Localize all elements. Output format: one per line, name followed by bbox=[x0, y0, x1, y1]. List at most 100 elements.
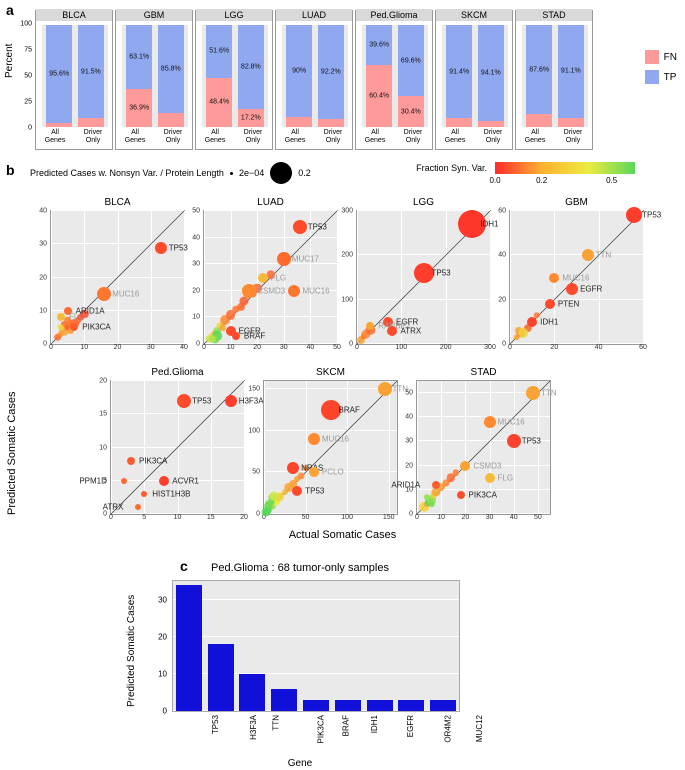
section-a-stacked-bars: Percent 0255075100 BLCA4.4%95.6%8.5%91.5… bbox=[0, 0, 685, 155]
size-legend-max: 0.2 bbox=[298, 168, 311, 178]
point-FLG bbox=[258, 273, 268, 283]
point-ARID1A bbox=[432, 481, 440, 489]
bar-IDH1 bbox=[335, 700, 361, 711]
scatter-GBM: GBM02040600204060TP53TTNMUC16EGFRPTENIDH… bbox=[509, 210, 644, 345]
xlabel-BRAF: BRAF bbox=[341, 715, 350, 736]
ylabel-a: Percent bbox=[4, 44, 15, 78]
label-CSMD3: CSMD3 bbox=[257, 286, 285, 295]
point-MUC16 bbox=[97, 287, 111, 301]
label-EGFR: EGFR bbox=[580, 284, 602, 293]
point-RANBP2 bbox=[366, 322, 374, 330]
xlabel-PIK3CA: PIK3CA bbox=[316, 715, 325, 743]
label-FLG: FLG bbox=[69, 313, 85, 322]
size-legend-min: 2e−04 bbox=[239, 168, 264, 178]
scatter-STAD: STAD0102030405001020304050TTNMUC16TP53CS… bbox=[416, 380, 551, 515]
label-ATRX: ATRX bbox=[400, 326, 421, 335]
ylabel-b: Predicted Somatic Cases bbox=[6, 392, 18, 516]
point-HIST1H3B bbox=[141, 491, 147, 497]
bar-OR4M2 bbox=[398, 700, 424, 711]
point-TP53 bbox=[293, 220, 307, 234]
label-MUC16: MUC16 bbox=[498, 418, 525, 427]
point-MUC17 bbox=[277, 252, 291, 266]
label-FLG: FLG bbox=[498, 473, 514, 482]
label-CSMD3: CSMD3 bbox=[473, 461, 501, 470]
point-MUC16 bbox=[288, 285, 300, 297]
label-TP53: TP53 bbox=[308, 222, 327, 231]
scatter-LUAD: LUAD0102030405001020304050MUC17FLGCSMD3M… bbox=[203, 210, 338, 345]
point-TP53 bbox=[507, 434, 521, 448]
point-ATRX bbox=[387, 326, 397, 336]
point-TP53 bbox=[292, 486, 302, 496]
point-IDH1 bbox=[527, 317, 537, 327]
point-MUC16 bbox=[484, 416, 496, 428]
section-c-barplot: Ped.Glioma : 68 tumor-only samples 01020… bbox=[130, 562, 470, 767]
point-NRAS bbox=[287, 462, 299, 474]
scatter-BLCA: BLCA010203040010203040TP53MUC16ARID1AFLG… bbox=[50, 210, 185, 345]
point-FLG bbox=[57, 313, 65, 321]
scatter-LGG: LGG01002003000100200300IDH1TP53EGFRRANBP… bbox=[356, 210, 491, 345]
legend-tp: TP bbox=[664, 72, 677, 83]
point-H3F3A bbox=[225, 395, 237, 407]
label-TTN: TTN bbox=[541, 389, 557, 398]
title-c: Ped.Glioma : 68 tumor-only samples bbox=[130, 562, 470, 574]
facet-SKCM: SKCM8.6%91.4%5.9%94.1%AllGenesDriverOnly bbox=[435, 10, 513, 150]
scatter-grid: BLCA010203040010203040TP53MUC16ARID1AFLG… bbox=[50, 195, 660, 535]
xlabel-c: Gene bbox=[130, 758, 470, 769]
point-MUC16 bbox=[549, 273, 559, 283]
color-gradient-bar: 0.00.20.5 bbox=[495, 162, 635, 174]
xlabel-EGFR: EGFR bbox=[406, 715, 415, 737]
point-PIK3CA bbox=[127, 457, 135, 465]
bar-H3F3A bbox=[208, 644, 234, 711]
label-MUC16: MUC16 bbox=[112, 290, 139, 299]
scatter-SKCM: SKCM050100150050100150TTNBRAFMUC16NRASPC… bbox=[263, 380, 398, 515]
label-FLG: FLG bbox=[271, 273, 287, 282]
ylabel-c: Predicted Somatic Cases bbox=[126, 595, 137, 707]
facet-GBM: GBM36.9%63.1%14.2%85.8%AllGenesDriverOnl… bbox=[115, 10, 193, 150]
bar-TTN bbox=[239, 674, 265, 711]
label-TTN: TTN bbox=[596, 251, 612, 260]
point-FLG bbox=[485, 473, 495, 483]
label-PIK3CA: PIK3CA bbox=[469, 490, 497, 499]
barplot-c: 0102030 bbox=[172, 580, 460, 712]
bar-MUC12 bbox=[430, 700, 456, 711]
xlabel-OR4M2: OR4M2 bbox=[444, 715, 453, 743]
label-ATRX: ATRX bbox=[103, 503, 124, 512]
label-PTEN: PTEN bbox=[558, 300, 579, 309]
bar-PIK3CA bbox=[271, 689, 297, 711]
xlabel-TP53: TP53 bbox=[211, 715, 220, 734]
label-PPM1D: PPM1D bbox=[79, 476, 107, 485]
label-ACVR1: ACVR1 bbox=[172, 476, 199, 485]
facet-LGG: LGG48.4%51.6%17.2%82.8%AllGenesDriverOnl… bbox=[195, 10, 273, 150]
point-BRAF bbox=[232, 332, 240, 340]
label-MUC16: MUC16 bbox=[562, 273, 589, 282]
size-legend-title: Predicted Cases w. Nonsyn Var. / Protein… bbox=[30, 168, 224, 178]
label-BRAF: BRAF bbox=[244, 332, 265, 341]
xlabels-c: TP53H3F3ATTNPIK3CABRAFIDH1EGFROR4M2MUC12 bbox=[172, 713, 460, 755]
xlabel-H3F3A: H3F3A bbox=[249, 715, 258, 740]
point-MUC16 bbox=[308, 433, 320, 445]
point-TP53 bbox=[626, 207, 642, 223]
bar-TP53 bbox=[176, 585, 202, 711]
label-HIST1H3B: HIST1H3B bbox=[152, 490, 190, 499]
point-ACVR1 bbox=[159, 476, 169, 486]
facet-Ped.Glioma: Ped.Glioma60.4%39.6%30.4%69.6%AllGenesDr… bbox=[355, 10, 433, 150]
label-IDH1: IDH1 bbox=[540, 317, 558, 326]
point-PIK3CA bbox=[457, 491, 465, 499]
facets-container-a: BLCA4.4%95.6%8.5%91.5%AllGenesDriverOnly… bbox=[35, 10, 595, 150]
point-CSMD3 bbox=[242, 284, 256, 298]
label-BRAF: BRAF bbox=[339, 406, 360, 415]
point-ATRX bbox=[135, 504, 141, 510]
point-TP53 bbox=[177, 394, 191, 408]
color-legend: Fraction Syn. Var. 0.00.20.5 bbox=[416, 162, 635, 174]
legend-a: FN TP bbox=[645, 50, 677, 90]
label-PIK3CA: PIK3CA bbox=[139, 456, 167, 465]
label-PIK3CA: PIK3CA bbox=[82, 323, 110, 332]
xlabel-IDH1: IDH1 bbox=[370, 715, 379, 733]
yaxis-a: 0255075100 bbox=[20, 24, 34, 128]
color-legend-title: Fraction Syn. Var. bbox=[416, 163, 487, 173]
label-TP53: TP53 bbox=[432, 269, 451, 278]
point-TP53 bbox=[414, 263, 434, 283]
label-MUC17: MUC17 bbox=[292, 254, 319, 263]
xlabel-b: Actual Somatic Cases bbox=[0, 529, 685, 541]
scatter-Ped.Glioma: Ped.Glioma0510152005101520TP53H3F3APIK3C… bbox=[110, 380, 245, 515]
